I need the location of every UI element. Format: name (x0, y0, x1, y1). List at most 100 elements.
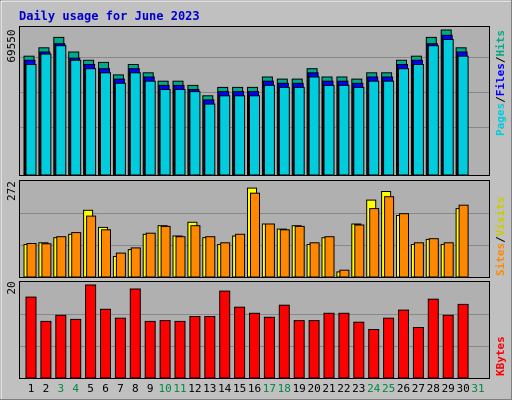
bar-pages-day-28 (427, 45, 439, 176)
legend-sep-2: / (494, 56, 507, 63)
bar-kbytes-day-15 (234, 306, 246, 379)
bar-sites-day-4 (71, 232, 82, 278)
x-tick-label-day-19: 19 (293, 382, 306, 395)
legend-hits-panel: Pages/Files/Hits (494, 30, 507, 136)
bar-sites-day-3 (56, 236, 67, 278)
bar-kbytes-day-16 (249, 312, 260, 379)
bar-sites-day-15 (235, 233, 246, 278)
bar-pages-day-11 (174, 89, 186, 176)
x-tick-label-day-29: 29 (442, 382, 455, 395)
y-tick-hits: 69550 (5, 29, 18, 62)
bar-kbytes-day-9 (144, 320, 156, 379)
legend-text: Pages/Files/Hits (494, 30, 507, 136)
x-tick-label-day-3: 3 (57, 382, 64, 395)
bar-sites-day-13 (205, 236, 216, 278)
bar-sites-day-26 (399, 213, 409, 278)
x-tick-label-day-4: 4 (72, 382, 79, 395)
bar-kbytes-day-20 (308, 320, 320, 379)
bar-pages-day-22 (338, 84, 350, 176)
x-tick-label-day-16: 16 (248, 382, 261, 395)
bar-pages-day-18 (278, 86, 290, 176)
bar-kbytes-day-5 (85, 284, 97, 379)
bar-sites-day-11 (175, 236, 186, 278)
bar-pages-day-7 (114, 82, 126, 176)
bar-kbytes-day-11 (174, 320, 186, 379)
bar-sites-day-6 (101, 229, 111, 278)
bar-kbytes-day-19 (293, 320, 305, 379)
x-tick-label-day-18: 18 (278, 382, 291, 395)
bar-pages-day-27 (412, 64, 424, 176)
bar-sites-day-29 (443, 242, 454, 278)
legend-files: Files (494, 63, 507, 96)
bar-sites-day-24 (369, 208, 380, 278)
bar-sites-day-20 (309, 242, 320, 278)
bar-pages-day-15 (234, 95, 246, 176)
bar-kbytes-day-23 (353, 321, 365, 379)
chart-title: Daily usage for June 2023 (19, 9, 200, 23)
x-tick-label-day-6: 6 (102, 382, 109, 395)
x-tick-label-day-2: 2 (43, 382, 50, 395)
bar-sites-day-9 (145, 232, 156, 278)
bar-kbytes-day-18 (278, 304, 290, 379)
x-tick-label-day-31: 31 (471, 382, 484, 395)
bar-pages-day-16 (249, 95, 260, 176)
bar-sites-day-21 (324, 236, 335, 278)
x-tick-label-day-25: 25 (382, 382, 395, 395)
bar-kbytes-day-29 (442, 314, 454, 379)
legend-sep-3: / (494, 236, 507, 243)
bar-kbytes-day-7 (114, 317, 126, 379)
x-tick-label-day-9: 9 (147, 382, 154, 395)
bar-sites-day-2 (41, 243, 52, 278)
bar-pages-day-8 (129, 72, 141, 176)
bar-pages-day-14 (219, 95, 231, 176)
x-tick-label-day-26: 26 (397, 382, 410, 395)
bars-layer (23, 29, 469, 379)
bar-pages-day-26 (398, 68, 409, 176)
bar-kbytes-day-10 (159, 320, 171, 379)
x-tick-label-day-23: 23 (352, 382, 365, 395)
bar-pages-day-30 (457, 55, 469, 176)
bar-pages-day-20 (308, 76, 320, 176)
y-tick-kbytes: 20 (5, 281, 18, 294)
bar-kbytes-day-30 (457, 303, 469, 379)
bar-sites-day-8 (130, 247, 141, 278)
x-tick-label-day-30: 30 (456, 382, 469, 395)
legend-hits: Hits (494, 30, 507, 57)
x-tick-label-day-1: 1 (28, 382, 35, 395)
legend-sites: Sites (494, 243, 507, 276)
x-tick-label-day-28: 28 (427, 382, 440, 395)
legend-pages: Pages (494, 103, 507, 136)
bar-kbytes-day-24 (368, 329, 380, 379)
bar-pages-day-2 (40, 53, 52, 176)
x-tick-label-day-7: 7 (117, 382, 124, 395)
bar-kbytes-day-21 (323, 312, 335, 379)
bar-kbytes-day-8 (129, 288, 141, 379)
bar-sites-day-22 (339, 269, 350, 278)
legend-kbytes: KBytes (494, 336, 507, 376)
bar-sites-day-16 (250, 192, 260, 278)
bar-kbytes-day-28 (427, 298, 439, 379)
x-tick-label-day-11: 11 (173, 382, 186, 395)
bar-kbytes-day-27 (412, 327, 424, 379)
bar-sites-day-19 (294, 225, 305, 278)
x-tick-label-day-13: 13 (203, 382, 216, 395)
y-tick-visits: 272 (5, 181, 18, 201)
bar-pages-day-24 (368, 80, 380, 176)
bar-sites-day-14 (220, 242, 231, 278)
bar-pages-day-9 (144, 80, 156, 176)
bar-sites-day-30 (458, 204, 469, 278)
x-tick-label-day-14: 14 (218, 382, 232, 395)
x-tick-label-day-15: 15 (233, 382, 246, 395)
bar-kbytes-day-4 (70, 318, 82, 379)
bar-pages-day-17 (263, 84, 275, 176)
bar-sites-day-25 (384, 196, 395, 278)
bar-pages-day-25 (383, 80, 395, 176)
x-tick-label-day-10: 10 (158, 382, 171, 395)
bar-pages-day-29 (442, 39, 454, 176)
bar-kbytes-day-1 (25, 296, 37, 379)
bar-sites-day-17 (264, 223, 275, 278)
legend-visits: Visits (494, 197, 507, 237)
x-tick-label-day-12: 12 (188, 382, 201, 395)
bar-sites-day-18 (279, 229, 290, 278)
